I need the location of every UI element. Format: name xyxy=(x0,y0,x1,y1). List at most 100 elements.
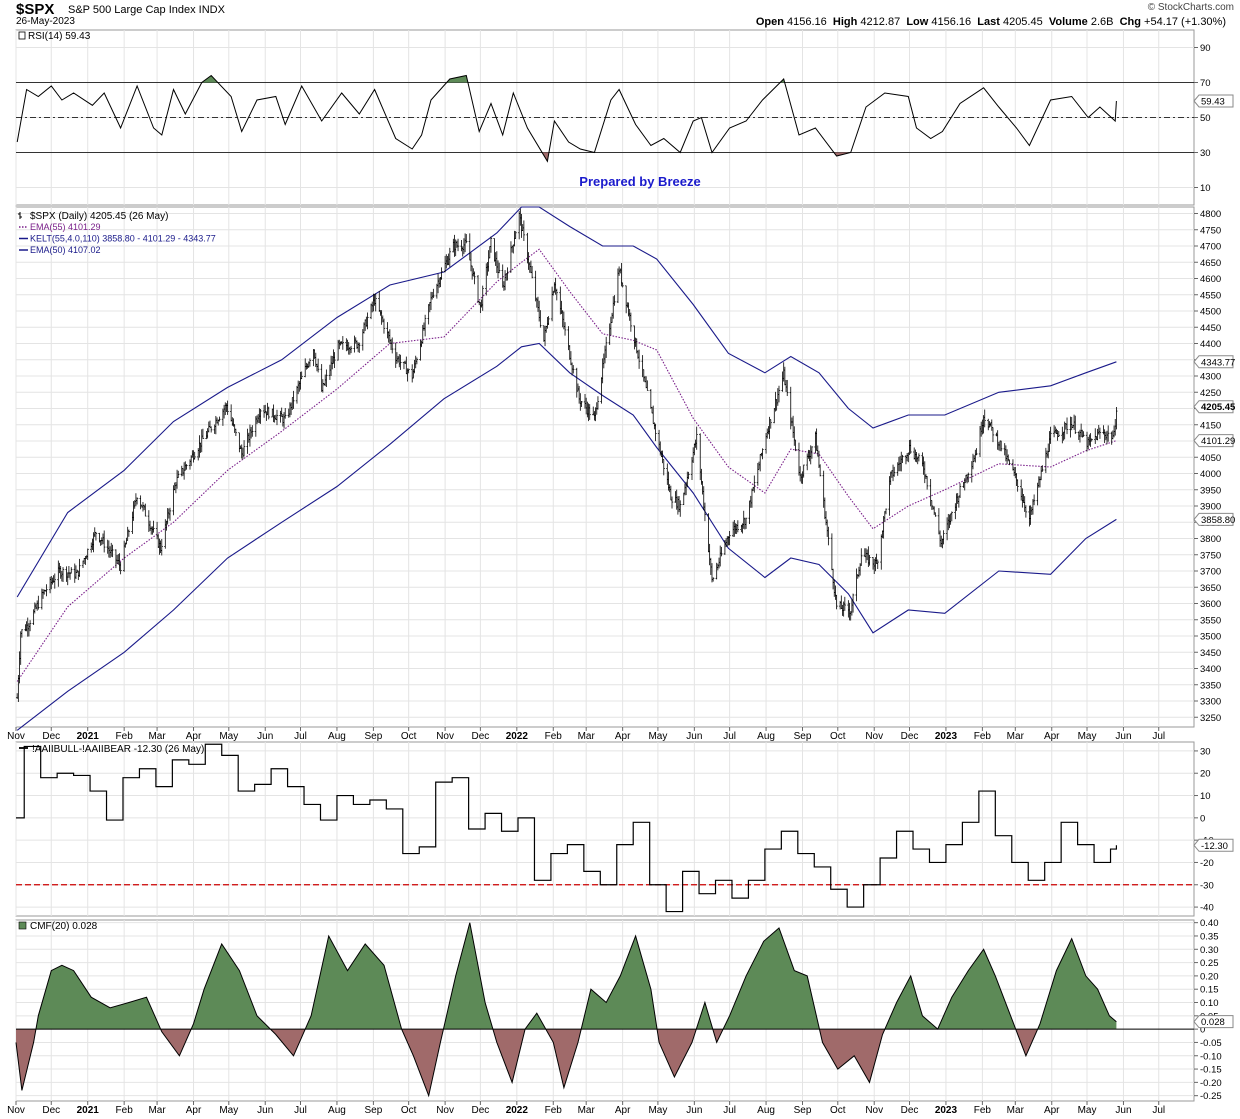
cmf-x-tick-label: Dec xyxy=(471,1105,489,1116)
cmf-x-tick-label: Nov xyxy=(7,1105,25,1116)
cmf-value-tag-box xyxy=(1193,1015,1234,1029)
price-panel-frame xyxy=(15,206,1195,728)
aaii-y-tick-label: 10 xyxy=(1200,791,1211,802)
price-x-tick-label: Jul xyxy=(723,731,736,742)
price-x-tick-label: Jun xyxy=(686,731,702,742)
price-value-tag-box xyxy=(1193,400,1234,414)
cmf-x-tick-label: Feb xyxy=(116,1105,134,1116)
cmf-y-tick-label: -0.25 xyxy=(1200,1091,1222,1102)
open-label: Open xyxy=(755,16,784,28)
symbol-description: S&P 500 Large Cap Index INDX xyxy=(68,4,225,16)
price-x-tick-label: Nov xyxy=(436,731,454,742)
price-value-tag: 3858.80 xyxy=(1201,515,1235,526)
price-x-tick-label: May xyxy=(1078,731,1097,742)
quote-summary: Open 4156.16 High 4212.87 Low 4156.16 La… xyxy=(756,16,1226,28)
cmf-y-tick-label: -0.05 xyxy=(1200,1038,1222,1049)
cmf-x-tick-label: Jun xyxy=(257,1105,273,1116)
watermark-prepared-by: Prepared by Breeze xyxy=(579,174,700,189)
price-y-tick-label: 4650 xyxy=(1200,258,1221,269)
price-y-tick-label: 4800 xyxy=(1200,209,1221,220)
last-value: 4205.45 xyxy=(1002,16,1043,28)
price-y-tick-label: 3600 xyxy=(1200,599,1221,610)
aaii-panel-frame xyxy=(15,741,1195,917)
price-y-tick-label: 3400 xyxy=(1200,664,1221,675)
cmf-x-tick-label: 2023 xyxy=(935,1105,958,1116)
cmf-x-tick-label: Oct xyxy=(401,1105,417,1116)
price-x-tick-label: Jul xyxy=(1152,731,1165,742)
aaii-title: !AAIIBULL-!AAIIBEAR -12.30 (26 May) xyxy=(32,744,204,755)
cmf-x-tick-label: Aug xyxy=(328,1105,346,1116)
price-y-tick-label: 4400 xyxy=(1200,339,1221,350)
price-x-tick-label: Nov xyxy=(7,731,25,742)
price-x-tick-label: Apr xyxy=(615,731,631,742)
cmf-y-tick-label: -0.20 xyxy=(1200,1078,1222,1089)
volume-label: Volume xyxy=(1048,16,1088,28)
cmf-x-tick-label: Nov xyxy=(865,1105,883,1116)
cmf-y-tick-label: 0.30 xyxy=(1200,945,1219,956)
cmf-x-tick-label: Jun xyxy=(1115,1105,1131,1116)
volume-value: 2.6B xyxy=(1090,16,1114,28)
price-value-tag-box xyxy=(1193,434,1234,448)
price-x-tick-label: Jun xyxy=(257,731,273,742)
price-y-tick-label: 4150 xyxy=(1200,420,1221,431)
price-y-tick-label: 3550 xyxy=(1200,615,1221,626)
cmf-y-tick-label: 0.15 xyxy=(1200,985,1219,996)
cmf-x-tick-label: Jun xyxy=(686,1105,702,1116)
change-label: Chg xyxy=(1119,16,1141,28)
price-x-tick-label: May xyxy=(648,731,667,742)
keltner-upper-band xyxy=(16,206,1117,598)
price-title: $SPX (Daily) 4205.45 (26 May) xyxy=(30,211,168,222)
stockcharts-credit[interactable]: © StockCharts.com xyxy=(1147,2,1234,13)
cmf-x-tick-label: May xyxy=(219,1105,238,1116)
price-x-tick-label: Jun xyxy=(1115,731,1131,742)
rsi-y-tick-label: 30 xyxy=(1200,148,1211,159)
price-y-tick-label: 4600 xyxy=(1200,274,1221,285)
rsi-title: RSI(14) 59.43 xyxy=(28,31,91,42)
price-y-tick-label: 4250 xyxy=(1200,388,1221,399)
price-value-tag-box xyxy=(1193,512,1234,526)
price-x-tick-label: Dec xyxy=(42,731,60,742)
low-value: 4156.16 xyxy=(931,16,972,28)
aaii-y-tick-label: -30 xyxy=(1200,880,1214,891)
price-legend-label: EMA(50) 4107.02 xyxy=(30,245,101,255)
price-y-tick-label: 3250 xyxy=(1200,713,1221,724)
cmf-x-tick-label: Feb xyxy=(974,1105,992,1116)
price-x-tick-label: Apr xyxy=(186,731,202,742)
price-x-tick-label: Mar xyxy=(578,731,596,742)
price-x-tick-label: Oct xyxy=(401,731,417,742)
cmf-x-tick-label: Feb xyxy=(545,1105,563,1116)
price-y-tick-label: 3350 xyxy=(1200,680,1221,691)
price-x-tick-label: Dec xyxy=(471,731,489,742)
cmf-title: CMF(20) 0.028 xyxy=(30,921,98,932)
price-x-tick-label: Mar xyxy=(148,731,166,742)
rsi-y-tick-label: 70 xyxy=(1200,78,1211,89)
aaii-y-tick-label: -20 xyxy=(1200,858,1214,869)
cmf-x-tick-label: Sep xyxy=(794,1105,812,1116)
cmf-line xyxy=(15,922,1117,1098)
price-y-tick-label: 4700 xyxy=(1200,242,1221,253)
aaii-y-tick-label: 30 xyxy=(1200,746,1211,757)
aaii-step-line xyxy=(16,743,1118,913)
aaii-y-tick-label: 20 xyxy=(1200,769,1211,780)
price-y-tick-label: 3950 xyxy=(1200,485,1221,496)
cmf-x-tick-label: Apr xyxy=(186,1105,202,1116)
cmf-x-tick-label: 2022 xyxy=(506,1105,529,1116)
keltner-lower-band xyxy=(16,342,1117,731)
cmf-y-tick-label: -0.15 xyxy=(1200,1065,1222,1076)
price-y-tick-label: 4300 xyxy=(1200,372,1221,383)
price-value-tag-box xyxy=(1193,355,1234,369)
high-label: High xyxy=(832,16,858,28)
price-x-tick-label: Dec xyxy=(901,731,919,742)
ema55-line xyxy=(16,248,1117,682)
cmf-x-tick-label: Mar xyxy=(1007,1105,1025,1116)
rsi-value-tag: 59.43 xyxy=(1201,96,1225,107)
quote-date: 26-May-2023 xyxy=(16,16,75,27)
low-label: Low xyxy=(906,16,929,28)
price-x-tick-label: Feb xyxy=(545,731,563,742)
rsi-y-tick-label: 50 xyxy=(1200,113,1211,124)
cmf-y-tick-label: 0.20 xyxy=(1200,971,1219,982)
rsi-y-tick-label: 10 xyxy=(1200,183,1211,194)
cmf-x-tick-label: Nov xyxy=(436,1105,454,1116)
aaii-value-tag: -12.30 xyxy=(1201,841,1228,852)
